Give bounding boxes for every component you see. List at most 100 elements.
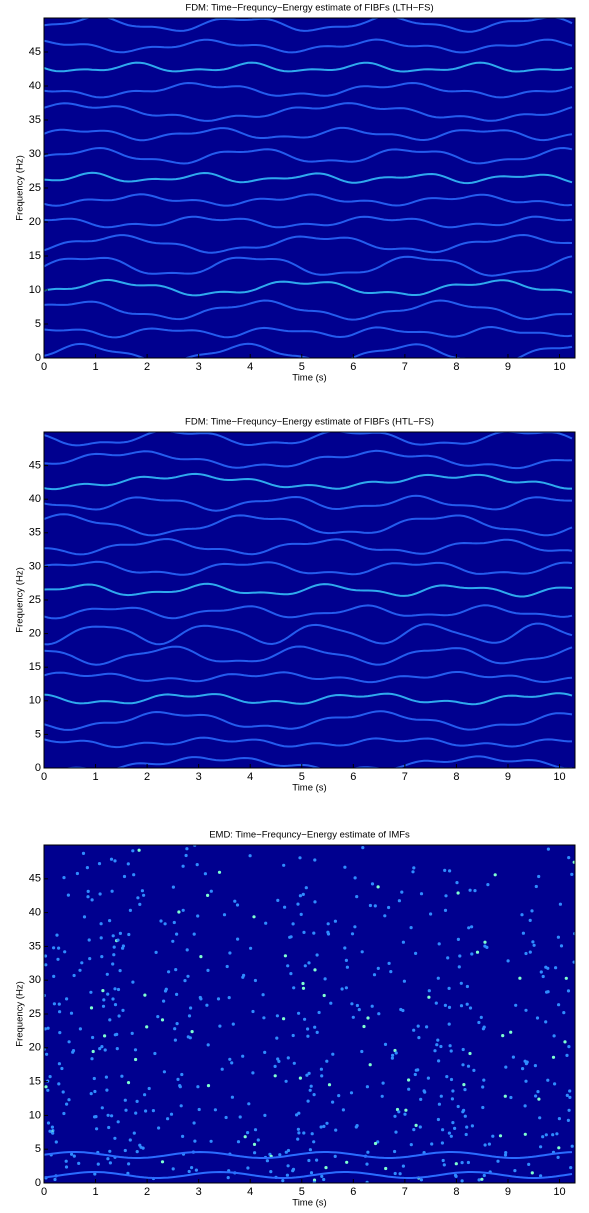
x-tick-label: 10 bbox=[553, 1186, 565, 1198]
blob bbox=[118, 931, 122, 936]
y-axis-label: Frequency (Hz) bbox=[15, 567, 26, 632]
blob bbox=[67, 1040, 71, 1044]
blob bbox=[381, 1081, 385, 1085]
blob bbox=[308, 1148, 312, 1152]
x-tick-label: 1 bbox=[92, 771, 98, 783]
blob bbox=[46, 1088, 50, 1092]
x-tick-label: 5 bbox=[299, 361, 305, 373]
blob bbox=[320, 1074, 324, 1078]
y-tick-label: 45 bbox=[29, 46, 41, 58]
heatmap-texture bbox=[44, 18, 573, 358]
blob bbox=[126, 1081, 131, 1085]
x-tick-label: 8 bbox=[453, 771, 459, 783]
blob bbox=[553, 1082, 557, 1086]
blob bbox=[531, 940, 535, 944]
blob bbox=[93, 1172, 97, 1176]
blob bbox=[297, 1111, 301, 1115]
blob bbox=[189, 1006, 193, 1010]
ridge bbox=[44, 325, 573, 339]
heatmap-texture bbox=[44, 845, 575, 1183]
blob bbox=[493, 873, 497, 877]
blob bbox=[422, 1089, 426, 1093]
blob bbox=[206, 1043, 210, 1047]
blob bbox=[557, 1146, 561, 1150]
blob bbox=[454, 1174, 458, 1178]
blob bbox=[537, 1097, 541, 1101]
blob bbox=[441, 1128, 445, 1132]
blob bbox=[312, 1140, 316, 1144]
blob bbox=[135, 1099, 139, 1103]
blob bbox=[226, 1176, 230, 1180]
blob bbox=[427, 989, 431, 993]
blob bbox=[417, 1036, 421, 1040]
blob bbox=[317, 1010, 321, 1015]
blob bbox=[307, 961, 311, 965]
blob bbox=[407, 1078, 411, 1082]
ridge bbox=[44, 645, 573, 666]
blob bbox=[368, 903, 372, 908]
blob bbox=[570, 872, 574, 877]
blob bbox=[345, 1160, 349, 1164]
blob bbox=[56, 957, 60, 961]
blob bbox=[480, 1177, 484, 1181]
blob bbox=[50, 1125, 55, 1129]
blob bbox=[303, 1017, 307, 1021]
blob bbox=[393, 1048, 397, 1053]
blob bbox=[329, 1001, 333, 1005]
blob bbox=[154, 950, 158, 955]
blob bbox=[414, 1068, 418, 1072]
blob bbox=[46, 1121, 51, 1125]
blob bbox=[523, 1132, 527, 1136]
ridge bbox=[44, 126, 573, 142]
blob bbox=[419, 1178, 423, 1182]
blob bbox=[120, 1074, 124, 1078]
blob bbox=[524, 1079, 528, 1083]
ridge bbox=[44, 171, 573, 185]
x-tick-label: 7 bbox=[402, 771, 408, 783]
blob bbox=[169, 1112, 174, 1116]
x-axis-label: Time (s) bbox=[292, 373, 326, 384]
blob bbox=[133, 1048, 138, 1052]
blob bbox=[304, 886, 308, 890]
blob bbox=[97, 862, 102, 866]
blob bbox=[263, 1113, 267, 1117]
blob bbox=[457, 965, 461, 969]
blob bbox=[567, 1045, 571, 1049]
blob bbox=[228, 951, 232, 955]
blob bbox=[104, 1075, 108, 1079]
blob bbox=[217, 870, 222, 874]
blob bbox=[376, 885, 380, 889]
blob bbox=[128, 908, 132, 913]
blob bbox=[302, 1131, 306, 1135]
blob bbox=[322, 993, 326, 998]
blob bbox=[205, 1003, 209, 1007]
blob bbox=[559, 944, 564, 948]
blob bbox=[403, 1112, 407, 1116]
blob bbox=[541, 1135, 545, 1139]
blob bbox=[509, 1095, 513, 1100]
ridge bbox=[44, 671, 573, 684]
blob bbox=[253, 978, 257, 983]
blob bbox=[355, 1003, 359, 1008]
blob bbox=[163, 989, 168, 993]
blob bbox=[86, 889, 90, 894]
blob bbox=[145, 1025, 149, 1029]
blob bbox=[178, 1085, 182, 1089]
blob bbox=[449, 1049, 453, 1053]
blob bbox=[464, 1132, 468, 1137]
blob bbox=[309, 1171, 314, 1175]
ridge bbox=[44, 102, 573, 122]
blob bbox=[127, 932, 131, 937]
blob bbox=[88, 957, 92, 961]
blob bbox=[173, 1038, 177, 1042]
blob bbox=[48, 1129, 52, 1133]
blob bbox=[100, 1045, 104, 1049]
blob bbox=[503, 1094, 507, 1098]
blob bbox=[103, 1048, 107, 1052]
blob bbox=[466, 1064, 471, 1068]
blob bbox=[108, 1161, 112, 1165]
blob bbox=[44, 954, 48, 958]
blob bbox=[236, 1140, 241, 1144]
blob bbox=[461, 1047, 465, 1052]
